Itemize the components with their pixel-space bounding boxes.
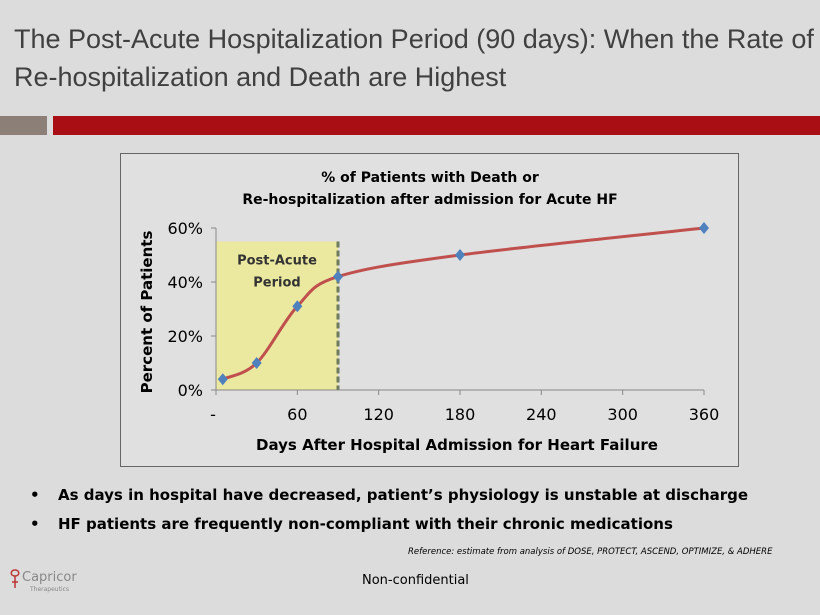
logo-icon [10, 569, 20, 588]
bullet-icon: • [30, 515, 40, 533]
title-divider-red [53, 116, 820, 135]
data-point [455, 249, 465, 261]
shaded-label-line2: Period [253, 276, 300, 291]
footer-confidentiality: Non-confidential [362, 573, 469, 588]
data-point [217, 373, 228, 386]
y-tick-label: 0% [178, 381, 203, 400]
post-acute-shaded-region [216, 241, 338, 390]
bullet-text: As days in hospital have decreased, pati… [58, 486, 749, 504]
logo-name: Capricor [22, 570, 77, 585]
y-tick-label: 20% [167, 327, 203, 346]
x-tick-label: 300 [607, 405, 638, 424]
x-tick-label: - [210, 405, 216, 424]
x-tick-label: 60 [287, 405, 307, 424]
x-tick-label: 240 [526, 405, 557, 424]
data-point [292, 300, 303, 313]
bullet-text: HF patients are frequently non-compliant… [58, 515, 673, 533]
logo-subtitle: Therapeutics [30, 586, 70, 593]
x-tick-label: 180 [445, 405, 476, 424]
data-point [251, 357, 262, 369]
data-point [333, 270, 343, 283]
y-tick-label: 40% [167, 273, 203, 292]
y-axis-label: Percent of Patients [138, 231, 156, 394]
y-tick-label: 60% [167, 219, 203, 238]
bullet-icon: • [30, 486, 40, 504]
title-divider-gray [0, 116, 47, 135]
x-tick-label: 120 [363, 405, 394, 424]
chart-title-line1: % of Patients with Death or [321, 170, 539, 186]
chart-title-line2: Re-hospitalization after admission for A… [242, 192, 617, 208]
shaded-label-line1: Post-Acute [237, 254, 317, 269]
x-tick-label: 360 [689, 405, 720, 424]
data-point [699, 222, 709, 234]
reference-note: Reference: estimate from analysis of DOS… [408, 547, 773, 557]
slide-title: The Post-Acute Hospitalization Period (9… [14, 24, 814, 92]
x-axis-label: Days After Hospital Admission for Heart … [256, 436, 658, 454]
